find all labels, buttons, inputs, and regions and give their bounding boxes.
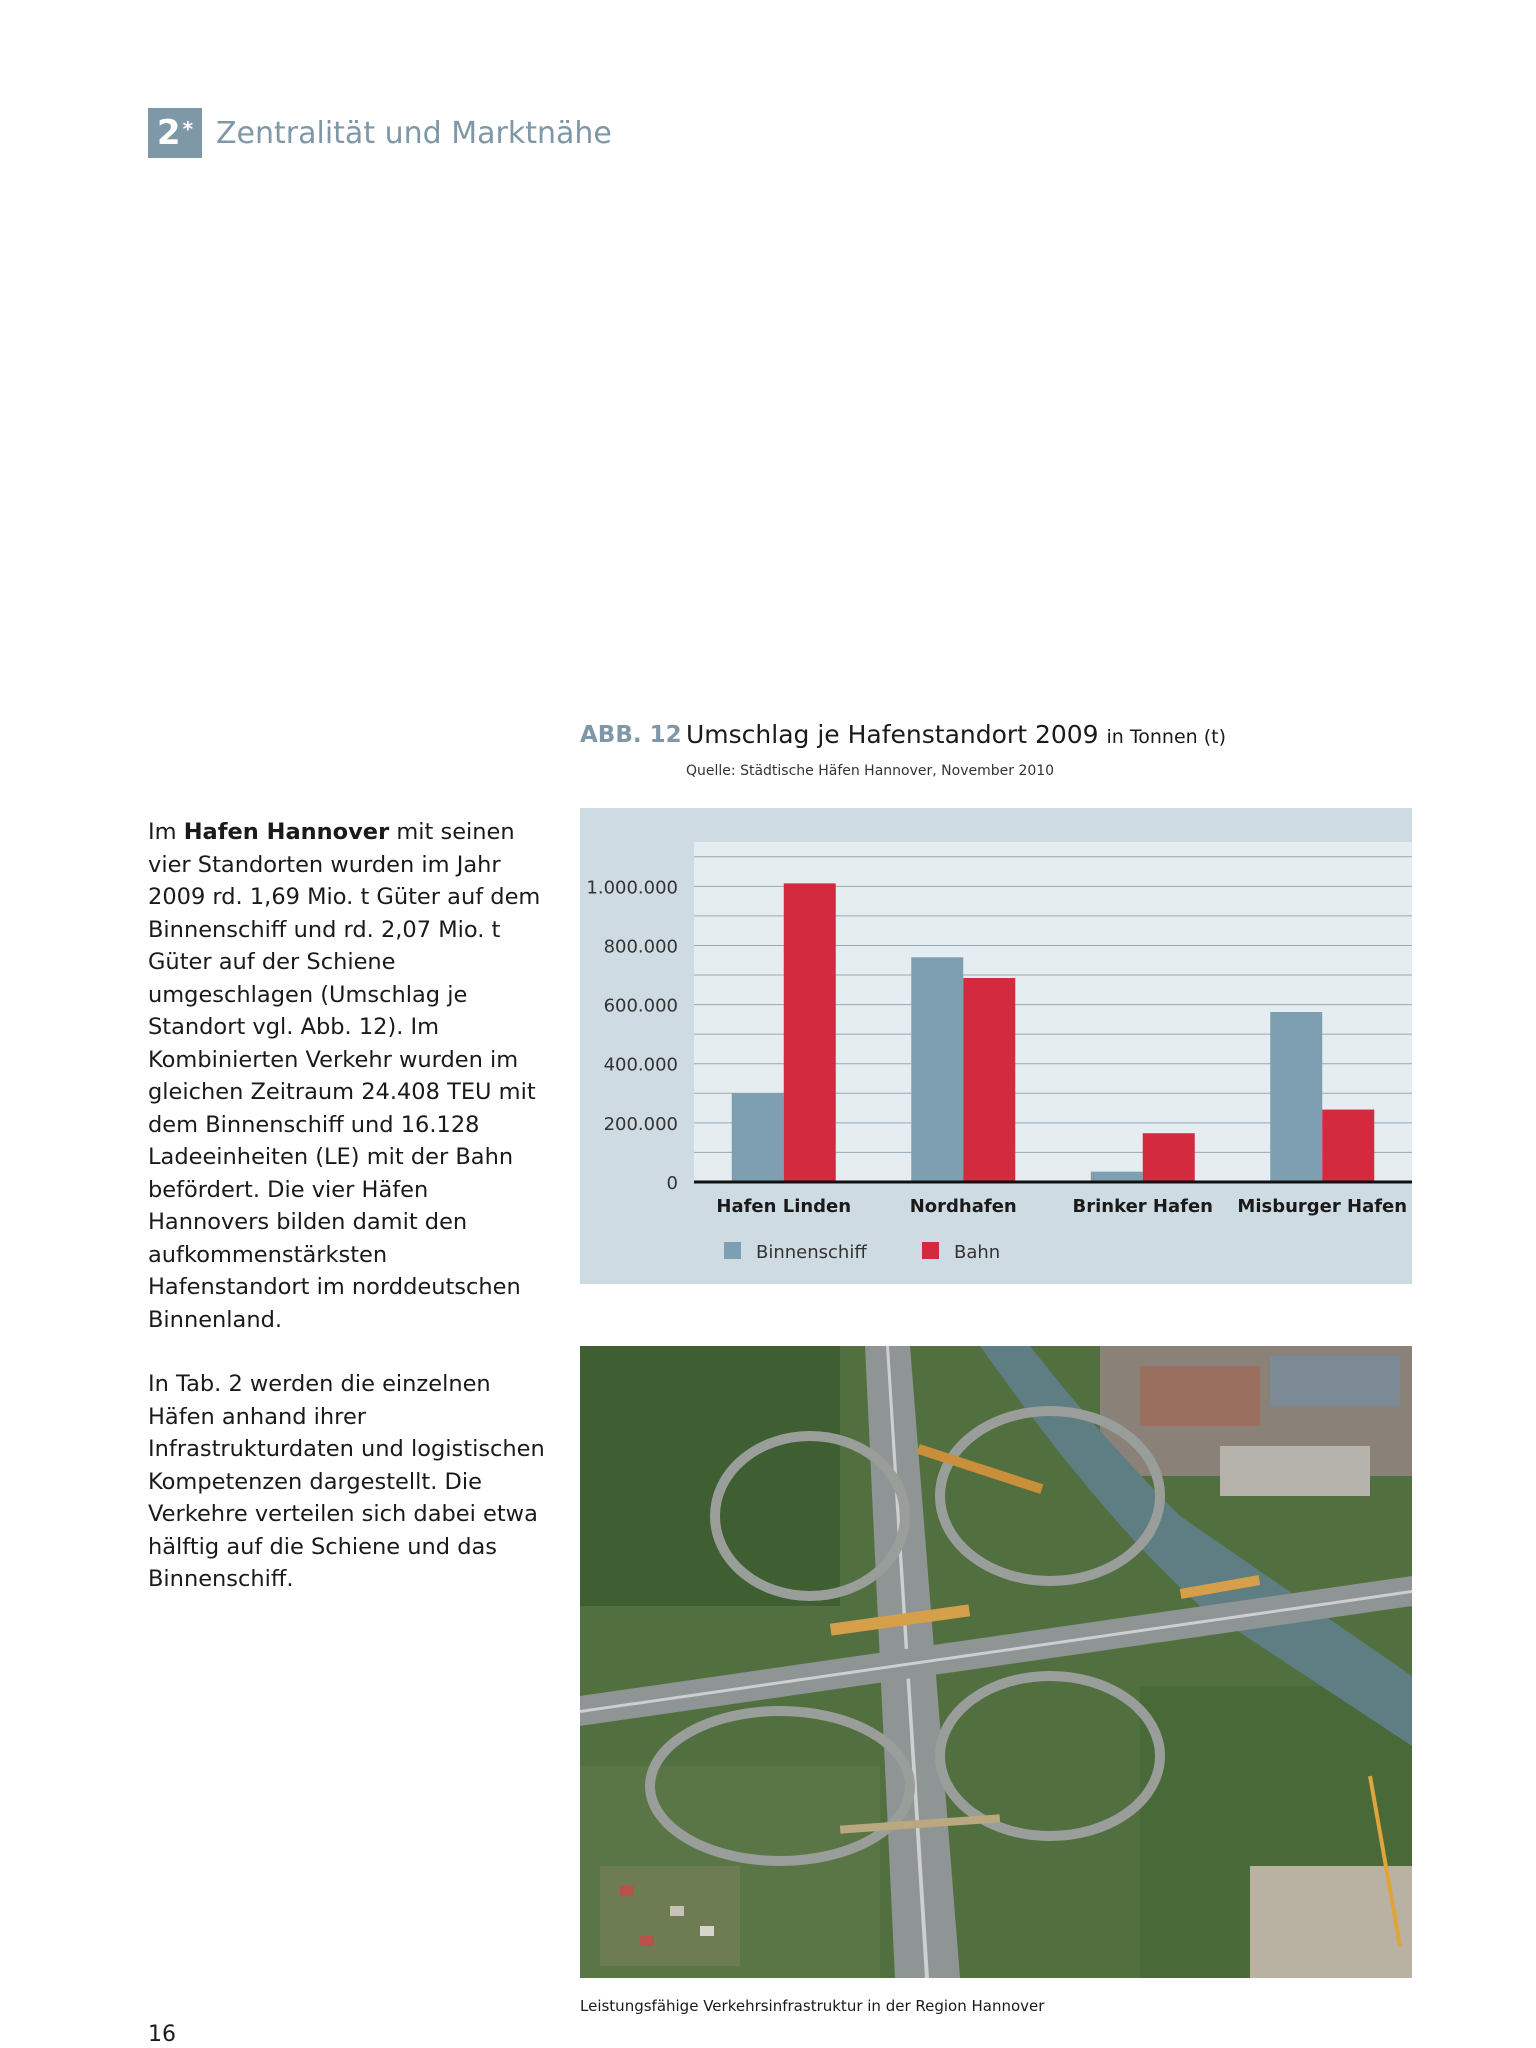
y-tick-label: 200.000: [604, 1114, 678, 1135]
x-category-label: Hafen Linden: [716, 1196, 851, 1217]
bar-binnenschiff-misburger-hafen: [1270, 1012, 1323, 1182]
paragraph-1-prefix: Im: [148, 819, 184, 845]
y-tick-label: 400.000: [604, 1055, 678, 1076]
legend-label-binnenschiff: Binnenschiff: [756, 1242, 867, 1263]
aerial-photo: [580, 1346, 1412, 1978]
legend-swatch-bahn: [922, 1242, 939, 1259]
x-category-label: Brinker Hafen: [1073, 1196, 1213, 1217]
chapter-badge: 2 *: [148, 108, 202, 158]
bar-bahn-nordhafen: [963, 978, 1016, 1182]
bar-binnenschiff-nordhafen: [911, 957, 964, 1182]
bar-bahn-brinker-hafen: [1142, 1133, 1195, 1182]
y-tick-label: 1.000.000: [586, 877, 678, 898]
bar-binnenschiff-brinker-hafen: [1090, 1171, 1143, 1182]
y-tick-label: 0: [667, 1173, 678, 1194]
paragraph-2: In Tab. 2 werden die einzelnen Häfen anh…: [148, 1371, 545, 1592]
legend-swatch-binnenschiff: [724, 1242, 741, 1259]
aerial-photo-illustration: [580, 1346, 1412, 1978]
figure-unit: in Tonnen (t): [1106, 726, 1227, 748]
bar-chart-svg: 0 200.000 400.000 600.000 800.000 1.000.000 Ha…: [586, 842, 1412, 1263]
y-tick-label: 800.000: [604, 936, 678, 957]
y-tick-label: 600.000: [604, 996, 678, 1017]
bar-bahn-misburger-hafen: [1322, 1109, 1375, 1182]
paragraph-1-rest: mit seinen vier Standorten wurden im Jah…: [148, 819, 541, 1333]
chapter-title: Zentralität und Marktnähe: [216, 116, 612, 151]
page-number: 16: [148, 2022, 176, 2047]
paragraph-1-bold: Hafen Hannover: [183, 819, 390, 845]
bar-binnenschiff-hafen-linden: [731, 1093, 784, 1182]
chapter-mark: *: [182, 117, 194, 141]
figure-source: Quelle: Städtische Häfen Hannover, Novem…: [686, 763, 1055, 779]
paragraph-1: Im Hafen Hannover mit seinen vier Stando…: [148, 816, 548, 1336]
figure-title-text: Umschlag je Hafenstandort 2009: [686, 720, 1099, 749]
x-category-label: Nordhafen: [910, 1196, 1017, 1217]
legend-label-bahn: Bahn: [954, 1242, 1000, 1263]
x-category-label: Misburger Hafen: [1237, 1196, 1407, 1217]
figure-label: ABB. 12: [580, 722, 682, 748]
photo-caption: Leistungsfähige Verkehrsinfrastruktur in…: [580, 1997, 1045, 2015]
bar-bahn-hafen-linden: [783, 883, 836, 1182]
body-text: Im Hafen Hannover mit seinen vier Stando…: [148, 816, 548, 1596]
bar-chart: 0 200.000 400.000 600.000 800.000 1.000.000 Ha…: [580, 808, 1412, 1284]
figure-title: Umschlag je Hafenstandort 2009 in Tonnen…: [686, 720, 1226, 749]
chapter-number: 2: [156, 113, 181, 153]
